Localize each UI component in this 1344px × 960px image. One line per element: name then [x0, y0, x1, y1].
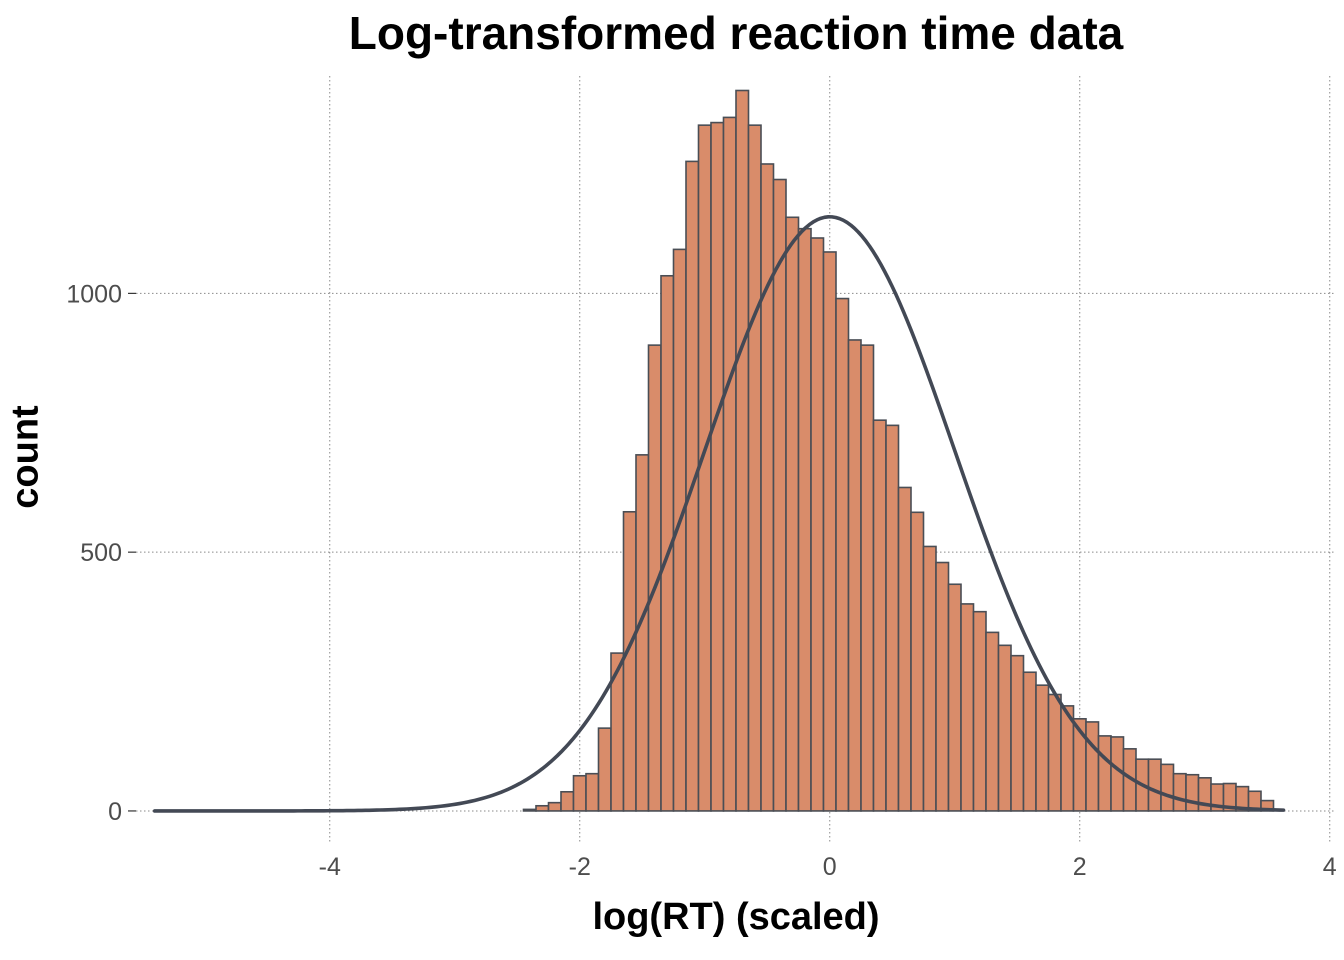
normal-density-curve	[152, 215, 1286, 813]
y-axis-ticks: 0 500 1000	[66, 280, 136, 826]
x-tick-label: 2	[1073, 853, 1087, 881]
histogram-bar	[985, 631, 1000, 812]
histogram-bar	[560, 790, 575, 812]
histogram-bar	[760, 163, 775, 812]
histogram-bar	[747, 124, 762, 812]
histogram-bar	[960, 603, 975, 812]
chart-title: Log-transformed reaction time data	[348, 7, 1124, 59]
histogram-bar	[735, 89, 750, 812]
histogram-bar	[885, 424, 900, 812]
x-tick-label: 0	[823, 853, 837, 881]
histogram-bar	[910, 511, 925, 812]
histogram-bar	[860, 344, 875, 812]
histogram-bar	[997, 644, 1012, 812]
histogram-bar	[597, 727, 612, 812]
y-tick-label: 500	[80, 539, 122, 567]
histogram-bar	[535, 804, 550, 812]
histogram-bar	[935, 561, 950, 812]
histogram-bar	[522, 808, 537, 812]
histogram-bar	[872, 419, 887, 812]
histogram-bar	[797, 227, 812, 812]
x-tick-label: 4	[1323, 853, 1337, 881]
histogram-bar	[1147, 758, 1162, 812]
histogram-bar	[822, 251, 837, 812]
y-tick-label: 0	[108, 798, 122, 826]
histogram-bar	[1085, 721, 1100, 812]
histogram-bars	[522, 89, 1275, 812]
histogram-bar	[1047, 693, 1062, 812]
y-tick-label: 1000	[66, 280, 122, 308]
histogram-bar	[897, 486, 912, 812]
histogram-bar	[1035, 684, 1050, 812]
x-axis-ticks: -4 -2 0 2 4	[319, 853, 1337, 881]
histogram-bar	[1097, 735, 1112, 812]
histogram-bar	[810, 237, 825, 812]
x-tick-label: -2	[569, 853, 591, 881]
histogram-bar	[922, 545, 937, 812]
histogram-bar	[972, 610, 987, 812]
density-curve-layer	[152, 215, 1286, 813]
histogram-bar	[635, 454, 650, 812]
histogram-bar	[1172, 772, 1187, 812]
histogram-bar	[947, 583, 962, 812]
histogram-bar	[622, 510, 637, 812]
histogram-bar	[585, 772, 600, 812]
histogram-bar	[572, 774, 587, 812]
histogram-bar	[547, 801, 562, 812]
x-axis-label: log(RT) (scaled)	[592, 896, 880, 938]
histogram-bar	[785, 216, 800, 812]
histogram-bar	[722, 116, 737, 812]
histogram-bar	[1185, 773, 1200, 812]
histogram-bar	[847, 339, 862, 812]
histogram-bar	[710, 121, 725, 812]
histogram-bar	[1010, 654, 1025, 812]
x-tick-label: -4	[319, 853, 341, 881]
histogram-bar	[835, 297, 850, 812]
histogram-bar	[1160, 763, 1175, 812]
histogram-bar	[1022, 671, 1037, 812]
